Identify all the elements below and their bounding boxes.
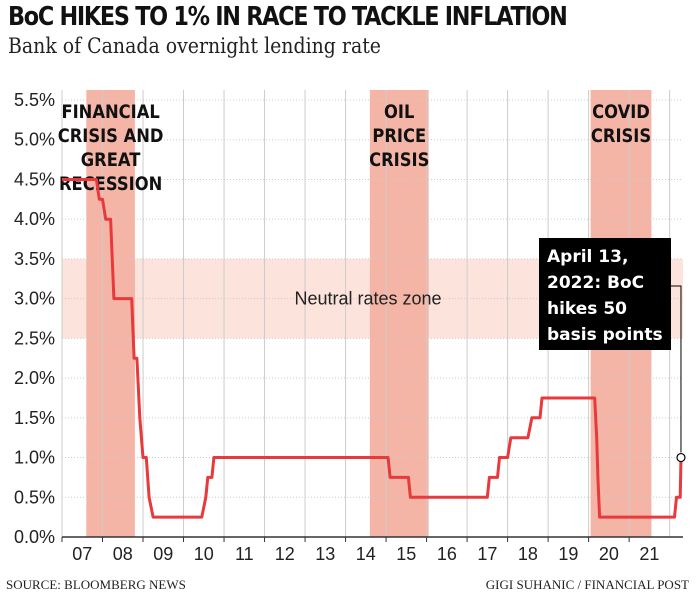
x-tick-label: 16 (437, 544, 457, 564)
x-tick-label: 07 (72, 544, 92, 564)
x-tick-label: 19 (558, 544, 578, 564)
shaded-period-1 (369, 90, 429, 537)
y-tick-label: 5.0% (14, 130, 55, 150)
period-label: CRISIS AND (58, 126, 164, 147)
source-credit: SOURCE: BLOOMBERG NEWS (6, 577, 186, 592)
x-tick-label: 12 (275, 544, 295, 564)
x-tick-label: 20 (599, 544, 619, 564)
y-tick-label: 2.5% (14, 328, 55, 348)
y-tick-label: 0.5% (14, 487, 55, 507)
annotation-text: basis points (547, 325, 663, 345)
y-tick-label: 1.0% (14, 448, 55, 468)
period-label: FINANCIAL (61, 102, 159, 123)
period-label: OIL (384, 102, 414, 123)
annotation-leader (671, 285, 682, 453)
x-tick-label: 11 (235, 544, 254, 564)
y-tick-label: 4.0% (14, 209, 55, 229)
y-tick-label: 2.0% (14, 368, 55, 388)
y-tick-label: 0.0% (14, 527, 55, 547)
period-label: GREAT (81, 150, 141, 171)
x-tick-label: 15 (396, 544, 416, 564)
annotation-text: hikes 50 (547, 299, 627, 319)
period-label: COVID (592, 102, 650, 123)
annotation-text: 2022: BoC (547, 273, 644, 293)
annotation-box (539, 238, 671, 350)
annotation-marker (676, 452, 686, 463)
rate-series-line (62, 178, 683, 519)
period-label: CRISIS (591, 126, 651, 147)
period-label: CRISIS (369, 150, 429, 171)
annotation-text: April 13, (547, 247, 628, 267)
y-tick-label: 1.5% (14, 408, 55, 428)
x-tick-label: 18 (518, 544, 538, 564)
x-tick-label: 13 (315, 544, 335, 564)
y-tick-label: 5.5% (14, 90, 55, 110)
x-tick-label: 21 (639, 544, 659, 564)
chart-title: BoC HIKES TO 1% IN RACE TO TACKLE INFLAT… (8, 2, 568, 32)
author-credit: GIGI SUHANIC / FINANCIAL POST (485, 577, 689, 592)
x-tick-label: 17 (477, 544, 497, 564)
y-tick-label: 3.0% (14, 289, 55, 309)
period-label: RECESSION (59, 174, 162, 195)
neutral-zone-label: Neutral rates zone (294, 289, 441, 309)
x-tick-label: 10 (194, 544, 214, 564)
period-label: PRICE (372, 126, 426, 147)
y-tick-label: 4.5% (14, 169, 55, 189)
chart-subtitle: Bank of Canada overnight lending rate (8, 34, 381, 58)
x-tick-label: 09 (153, 544, 173, 564)
x-tick-label: 14 (356, 544, 376, 564)
shaded-period-0 (86, 90, 135, 537)
y-tick-label: 3.5% (14, 249, 55, 269)
x-tick-label: 08 (113, 544, 133, 564)
